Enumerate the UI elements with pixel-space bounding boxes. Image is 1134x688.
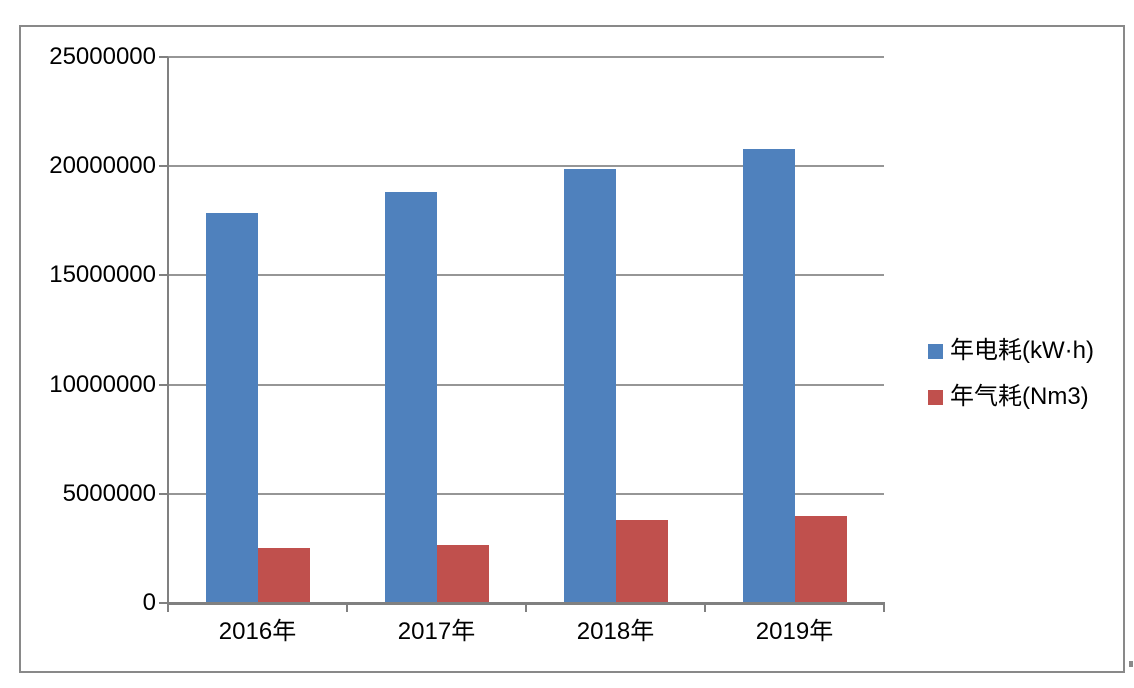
y-tick-label: 25000000 [49,43,156,70]
y-tick [159,165,168,167]
gridline [168,165,884,167]
x-tick-label: 2019年 [755,618,834,645]
gridline [168,384,884,386]
y-axis-line [167,57,169,605]
screen-artifact [1129,661,1133,667]
bar-series0-cat3 [743,149,795,603]
x-tick [346,603,348,612]
bar-series1-cat1 [437,545,489,603]
x-tick-label: 2017年 [397,618,476,645]
x-tick-label: 2016年 [218,618,297,645]
bar-series1-cat0 [258,548,310,603]
gridline [168,274,884,276]
y-tick [159,384,168,386]
legend-swatch-electricity-icon [928,343,943,359]
legend-label-electricity: 年电耗(kW·h) [950,337,1094,364]
x-tick [167,603,169,612]
gridline [168,56,884,58]
y-tick [159,493,168,495]
x-tick [704,603,706,612]
bar-series0-cat1 [385,192,437,603]
y-tick-label: 0 [142,589,156,616]
y-tick-label: 15000000 [49,261,156,288]
bar-series1-cat3 [795,516,847,603]
legend-item-electricity: 年电耗(kW·h) [928,339,1094,363]
legend-swatch-gas-icon [928,389,943,405]
x-tick [883,603,885,612]
bar-series0-cat2 [564,169,616,603]
bar-series1-cat2 [616,520,668,603]
legend-label-gas: 年气耗(Nm3) [950,383,1089,410]
y-tick [159,56,168,58]
legend: 年电耗(kW·h) 年气耗(Nm3) [928,339,1094,431]
y-tick-label: 5000000 [62,480,156,507]
gridline [168,493,884,495]
y-tick [159,274,168,276]
y-tick [159,602,168,604]
legend-item-gas: 年气耗(Nm3) [928,385,1094,409]
x-tick [525,603,527,612]
bar-series0-cat0 [206,213,258,603]
y-tick-label: 20000000 [49,152,156,179]
y-tick-label: 10000000 [49,371,156,398]
x-tick-label: 2018年 [576,618,655,645]
